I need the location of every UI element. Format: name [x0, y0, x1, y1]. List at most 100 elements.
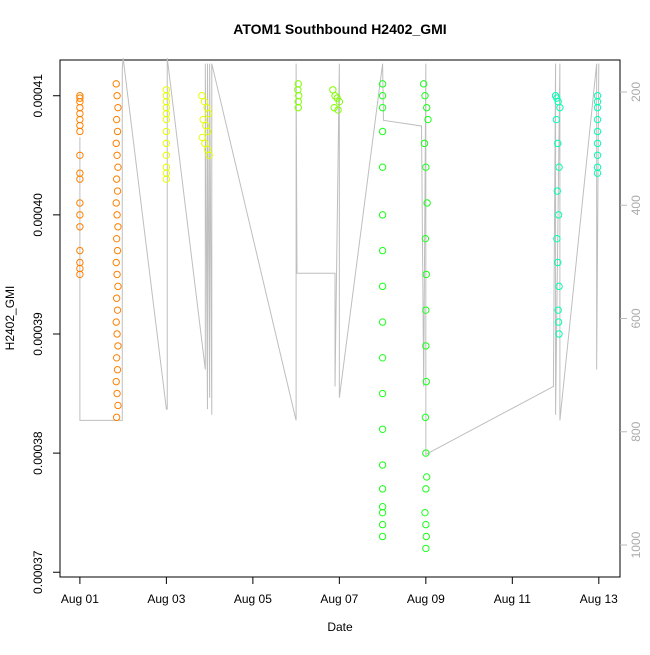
point — [555, 163, 563, 171]
x-tick-label: Aug 11 — [494, 592, 531, 606]
point — [76, 258, 84, 267]
point — [113, 211, 121, 219]
point — [114, 223, 122, 231]
point — [199, 115, 207, 124]
y2-tick-label: 600 — [629, 308, 643, 328]
point — [593, 139, 602, 148]
x-tick-label: Aug 13 — [580, 592, 618, 606]
point — [554, 139, 562, 148]
point — [162, 151, 171, 159]
point — [114, 401, 122, 410]
point — [378, 485, 387, 493]
point — [112, 377, 120, 386]
point — [294, 103, 302, 112]
point — [162, 139, 171, 148]
point — [422, 520, 430, 529]
x-tick-label: Aug 09 — [407, 592, 445, 606]
point — [76, 270, 84, 279]
point — [423, 473, 431, 481]
point — [555, 282, 563, 291]
point — [419, 80, 428, 88]
point — [422, 342, 430, 350]
point — [333, 94, 341, 102]
point — [112, 413, 121, 422]
point — [378, 508, 387, 517]
point — [198, 92, 206, 100]
point — [113, 92, 121, 100]
point — [114, 163, 122, 171]
point — [113, 366, 122, 374]
y2-tick-label: 200 — [629, 82, 643, 102]
point — [113, 270, 121, 279]
point — [378, 282, 387, 291]
point — [198, 133, 206, 142]
point — [378, 246, 387, 255]
point — [112, 294, 121, 302]
x-axis-label: Date — [327, 620, 353, 634]
point — [112, 80, 120, 88]
x-tick-label: Aug 01 — [61, 592, 99, 606]
point — [113, 330, 121, 338]
point — [112, 234, 121, 243]
point — [552, 115, 561, 124]
point — [76, 199, 84, 207]
point — [422, 449, 430, 457]
point — [113, 151, 121, 159]
point — [423, 103, 431, 112]
point — [113, 389, 121, 398]
point — [555, 330, 563, 338]
point — [205, 109, 213, 118]
point — [112, 354, 121, 362]
point — [201, 139, 209, 148]
point — [114, 103, 122, 112]
point — [553, 187, 561, 195]
point — [593, 115, 602, 124]
point — [113, 187, 122, 195]
point — [162, 115, 171, 124]
point — [378, 92, 387, 100]
point — [112, 199, 120, 207]
line — [79, 57, 600, 456]
point — [162, 175, 171, 183]
point — [378, 127, 387, 136]
point — [76, 246, 84, 255]
point — [422, 306, 430, 314]
point — [204, 127, 212, 136]
point — [554, 258, 562, 267]
point — [112, 139, 120, 148]
point — [378, 318, 387, 326]
point — [553, 94, 561, 102]
point — [378, 80, 387, 88]
point — [112, 175, 121, 183]
point — [113, 127, 122, 136]
point — [378, 520, 387, 529]
point — [422, 270, 430, 279]
point — [593, 103, 602, 112]
y-tick-label: 0.00041 — [31, 74, 45, 118]
point — [421, 234, 430, 243]
point — [422, 544, 430, 553]
point — [76, 127, 84, 136]
point — [205, 151, 213, 159]
x-tick-label: Aug 07 — [320, 592, 358, 606]
point — [112, 318, 120, 326]
y-tick-label: 0.00040 — [31, 193, 45, 237]
point — [378, 163, 387, 171]
point — [556, 103, 564, 112]
x-tick-label: Aug 05 — [234, 592, 272, 606]
point — [200, 97, 209, 106]
point — [378, 532, 387, 541]
point — [553, 234, 561, 243]
point — [422, 163, 430, 171]
point — [421, 92, 429, 100]
point — [112, 115, 121, 124]
point — [378, 354, 387, 362]
point — [422, 377, 430, 386]
point — [593, 169, 602, 177]
point — [114, 282, 122, 291]
point — [554, 306, 562, 314]
point — [162, 127, 171, 136]
y-tick-label: 0.00037 — [31, 550, 45, 594]
